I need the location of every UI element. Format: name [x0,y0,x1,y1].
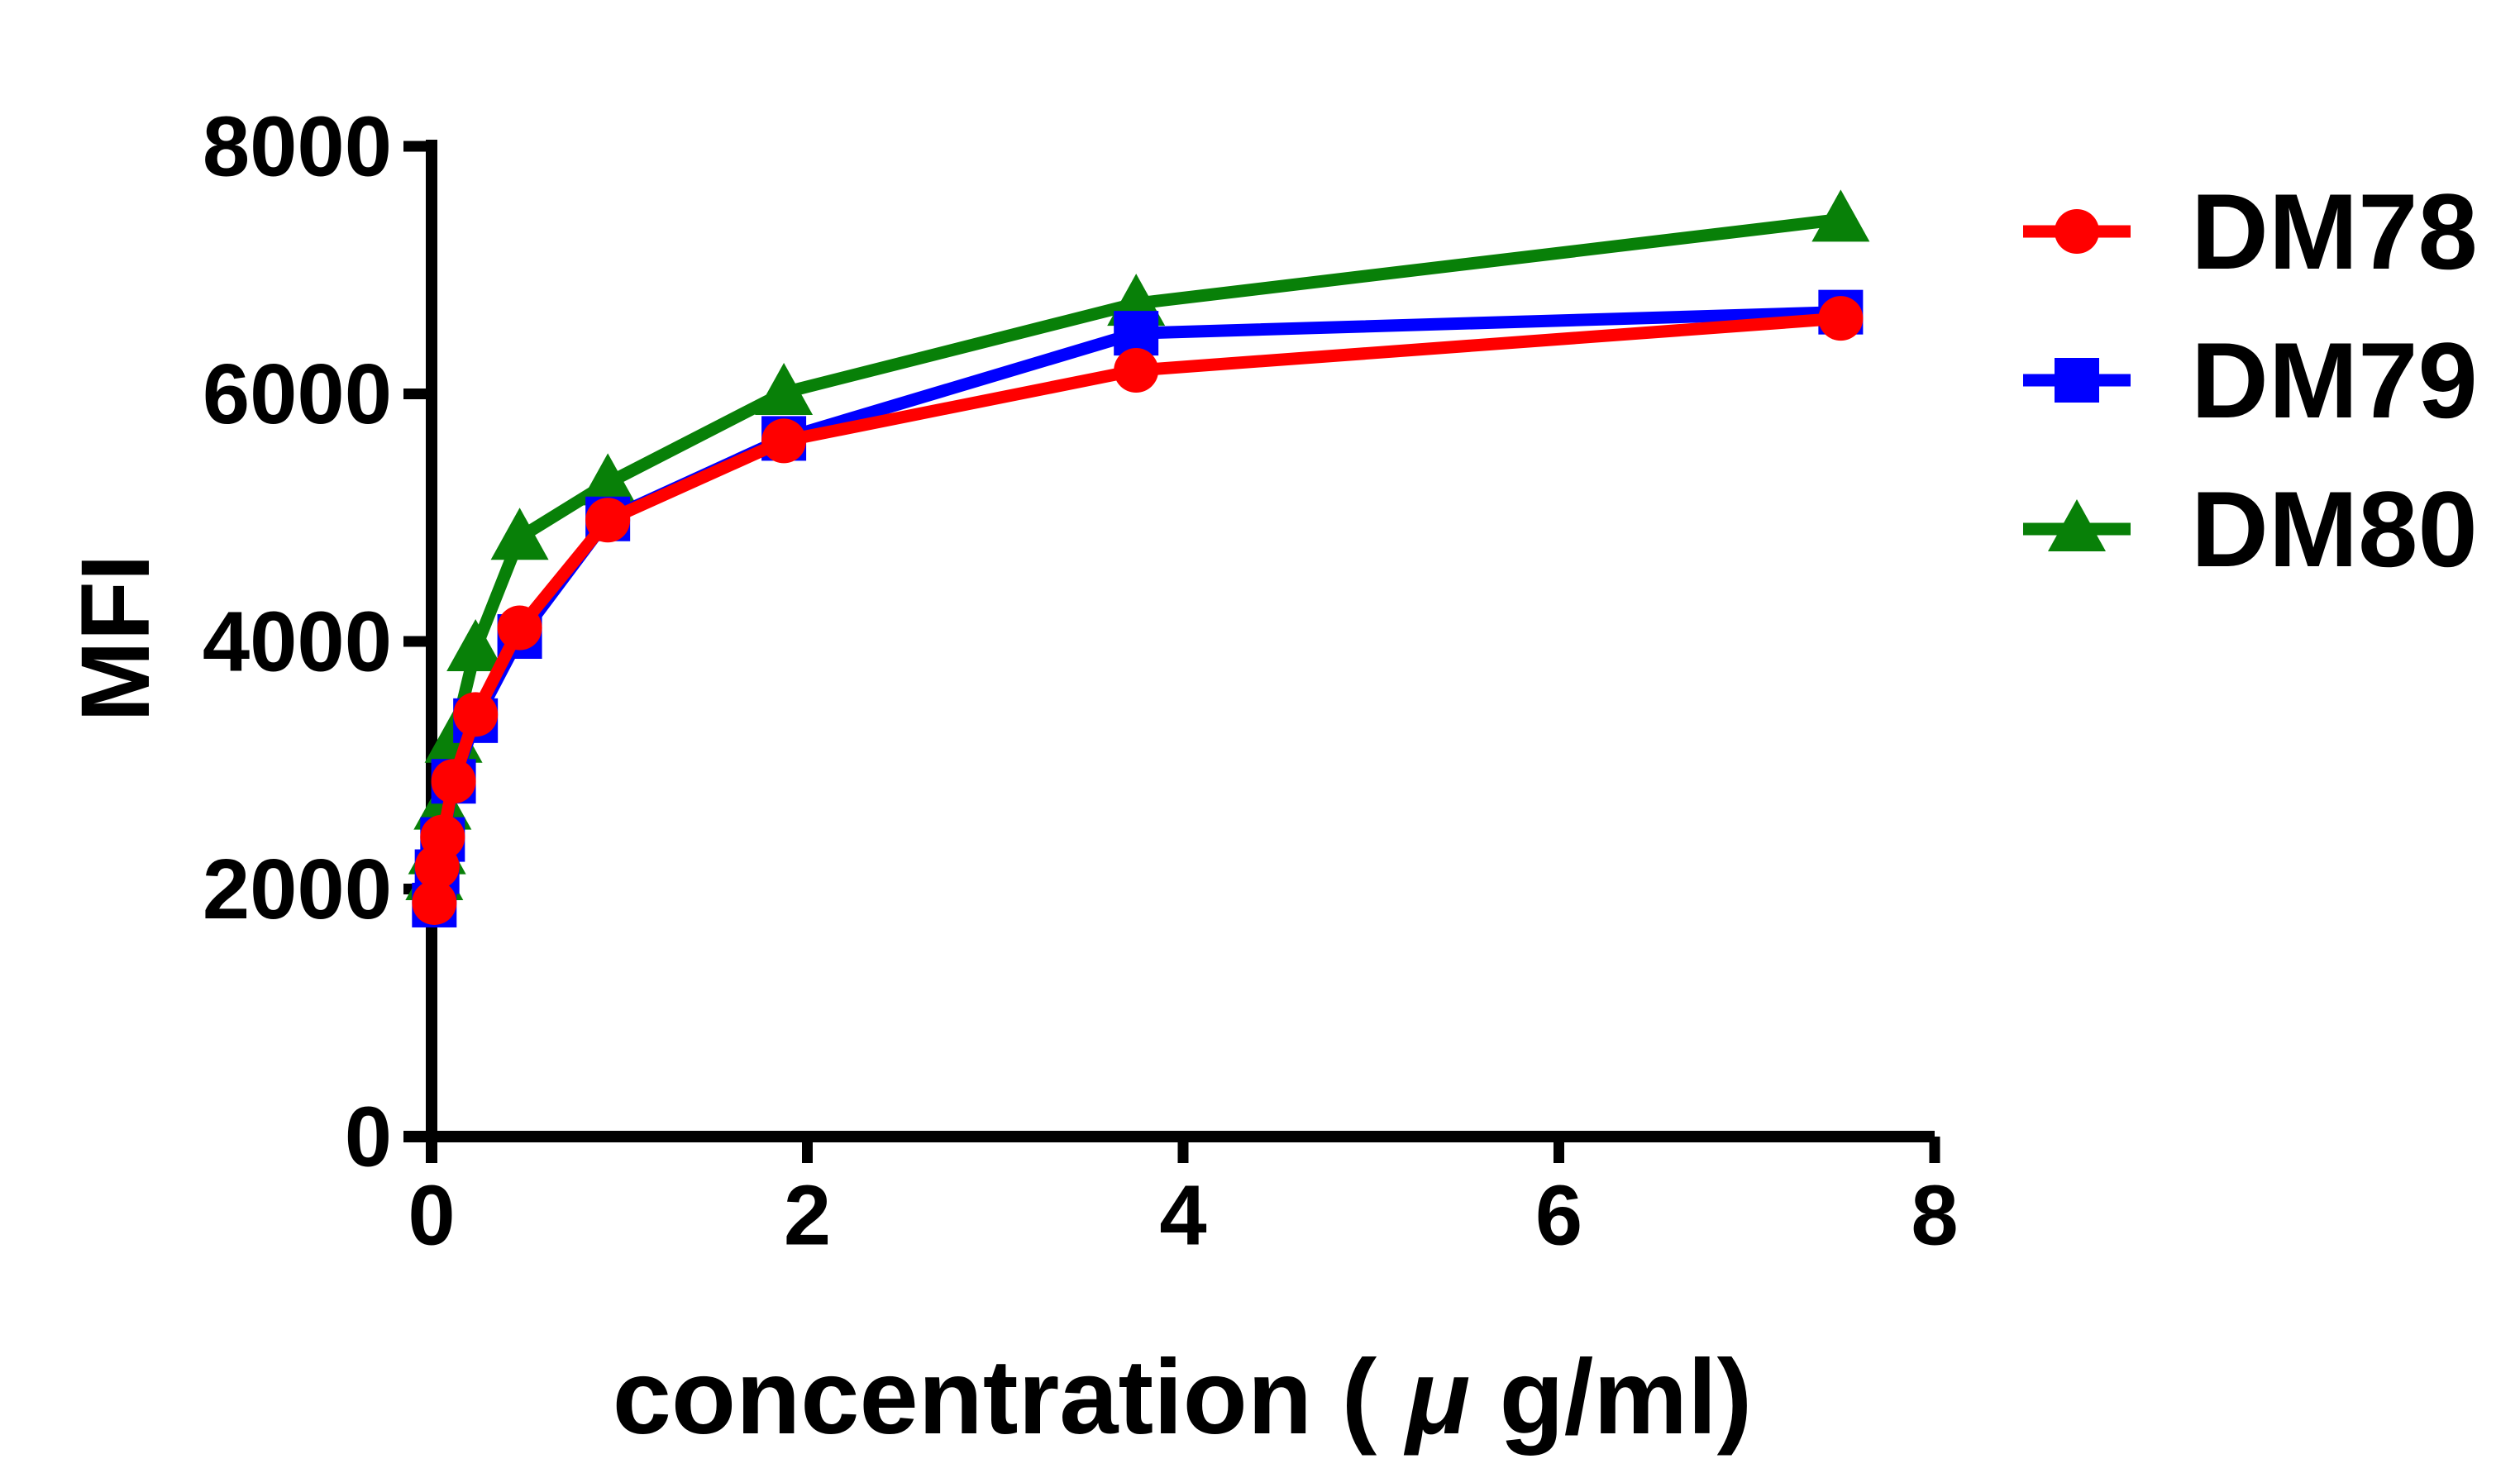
data-point-DM80 [490,508,549,560]
x-tick-label: 6 [1535,1168,1582,1263]
data-point-DM80 [1811,189,1870,242]
data-point-DM78 [453,692,499,737]
legend-row-DM78: DM78 [2023,171,2478,292]
legend-label-DM78: DM78 [2191,171,2478,292]
data-series [405,189,1870,927]
legend-marker-DM80 [2048,499,2106,551]
y-tick-label: 6000 [203,346,392,441]
axes: 0 2000 4000 6000 8000 0 2 4 6 8 [203,99,1959,1263]
y-axis-title: MFI [61,554,170,722]
x-axis-title: concentration ( μ g/ml) [613,1338,1753,1456]
legend: DM78 DM79 DM80 [2023,171,2478,589]
series-line-DM79 [427,306,1847,912]
legend-label-DM79: DM79 [2191,320,2478,441]
series-line-DM78 [427,312,1847,909]
data-point-DM78 [412,880,457,925]
data-point-DM80 [579,453,637,506]
x-tick-label: 8 [1911,1168,1958,1263]
data-point-DM78 [431,759,476,804]
y-tick-label: 0 [345,1089,392,1185]
data-point-DM80 [755,363,814,416]
data-point-DM78 [1818,296,1864,341]
legend-marker-DM78 [2055,209,2099,254]
x-axis-title-mu: μ [1404,1338,1470,1456]
legend-row-DM79: DM79 [2023,320,2478,441]
data-point-DM78 [1114,348,1159,393]
series-DM78 [412,296,1864,925]
y-tick-label: 2000 [203,841,392,937]
data-point-DM78 [420,814,465,860]
x-axis-title-part1: concentration ( [613,1338,1377,1456]
legend-row-DM80: DM80 [2023,469,2478,589]
data-point-DM80 [446,618,505,671]
data-point-DM78 [585,498,631,543]
x-tick-label: 2 [784,1168,831,1263]
legend-label-DM80: DM80 [2191,469,2478,589]
data-point-DM78 [497,605,542,651]
x-tick-label: 4 [1159,1168,1206,1263]
series-DM80 [405,189,1870,901]
y-tick-label: 4000 [203,594,392,689]
data-point-DM78 [761,418,807,464]
x-axis-title-part2: g/ml) [1500,1338,1753,1456]
legend-marker-DM79 [2055,358,2099,403]
x-tick-label: 0 [408,1168,455,1263]
y-tick-label: 8000 [203,99,392,194]
